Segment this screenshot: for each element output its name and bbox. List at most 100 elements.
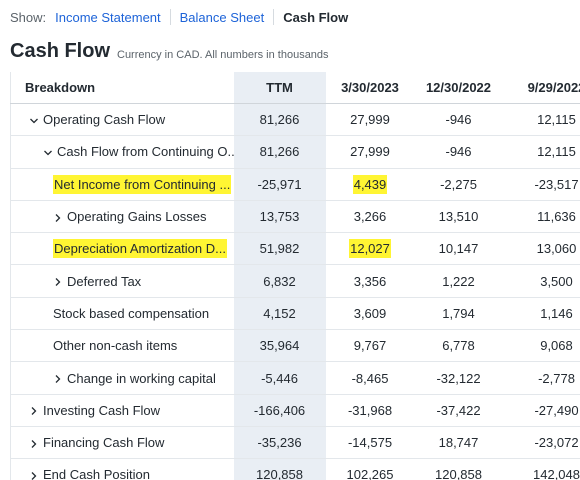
table-row: Investing Cash Flow -166,406 -31,968 -37,42…: [10, 394, 580, 427]
cell-value: 1,794: [442, 305, 475, 321]
row-label: Financing Cash Flow: [43, 435, 165, 451]
cell-value: -23,072: [534, 435, 579, 451]
row-label: Other non-cash items: [53, 338, 178, 354]
value-cell: -25,971: [233, 168, 326, 201]
cell-value: 12,115: [537, 112, 576, 128]
row-label: Operating Gains Losses: [67, 209, 207, 225]
value-cell: -32,122: [414, 361, 503, 395]
cell-value: -166,406: [253, 402, 306, 418]
cell-value: 3,356: [353, 273, 387, 289]
table-row: Other non-cash items 35,964 9,767 6,778 9,06…: [10, 329, 580, 363]
chevron[interactable]: [29, 471, 39, 480]
column-header: 12/30/2022: [414, 72, 503, 104]
row-label-cell: Investing Cash Flow: [10, 394, 234, 427]
chevron[interactable]: [53, 277, 63, 287]
statement-nav: Show: Income Statement Balance Sheet Cas…: [10, 9, 357, 25]
cell-value: 1,222: [442, 273, 475, 289]
cell-value: -32,122: [436, 370, 481, 386]
cell-value: -35,236: [257, 435, 302, 451]
table-row: Financing Cash Flow -35,236 -14,575 18,747 -…: [10, 426, 580, 460]
column-header: TTM: [233, 72, 326, 104]
value-cell: -8,465: [325, 361, 415, 395]
table-row: Cash Flow from Continuing O... 81,266 27,9…: [10, 135, 580, 169]
value-cell: 81,266: [233, 103, 326, 137]
row-label: Change in working capital: [67, 370, 216, 386]
value-cell: 142,048: [502, 458, 580, 480]
table-row: End Cash Position 120,858 102,265 120,858 14…: [10, 458, 580, 480]
separator: [273, 9, 275, 25]
cell-value: 13,510: [438, 209, 479, 225]
value-cell: 18,747: [414, 426, 503, 460]
value-cell: 3,609: [325, 297, 415, 331]
cell-value: -27,490: [534, 402, 579, 418]
row-label: Cash Flow from Continuing O...: [57, 144, 234, 160]
nav-tab-active[interactable]: Cash Flow: [283, 9, 349, 25]
cell-value: 13,060: [536, 241, 577, 257]
cell-value: -23,517: [534, 176, 579, 192]
value-cell: -31,968: [325, 394, 415, 427]
chevron[interactable]: [43, 148, 53, 158]
row-label-cell: Change in working capital: [10, 361, 234, 395]
cell-value: 10,147: [438, 241, 479, 257]
value-cell: 27,999: [325, 103, 415, 137]
chevron[interactable]: [29, 439, 39, 449]
chevron[interactable]: [53, 213, 63, 223]
header-row: Breakdown TTM 3/30/2023 12/30/2022 9/29/2022: [10, 72, 580, 104]
cell-value: 4,152: [263, 305, 296, 321]
value-cell: 51,982: [233, 232, 326, 266]
row-label: Deferred Tax: [67, 273, 142, 289]
chevron[interactable]: [29, 406, 39, 416]
cell-value: 120,858: [435, 467, 482, 480]
cell-value: 81,266: [259, 112, 300, 128]
value-cell: 4,152: [233, 297, 326, 331]
value-cell: 1,146: [502, 297, 580, 331]
chevron[interactable]: [29, 116, 39, 126]
column-header: Breakdown: [10, 72, 234, 104]
cell-value: 9,767: [353, 338, 387, 354]
currency-note: Currency in CAD. All numbers in thousand…: [117, 49, 329, 61]
cell-value: 120,858: [256, 467, 303, 480]
row-label-cell: Net Income from Continuing ...: [10, 168, 234, 201]
value-cell: 120,858: [233, 458, 326, 480]
value-cell: 3,500: [502, 264, 580, 298]
column-header: 3/30/2023: [325, 72, 415, 104]
cell-value: -5,446: [261, 370, 298, 386]
cell-value: -14,575: [347, 435, 393, 451]
cell-value: 1,146: [540, 305, 573, 321]
cell-value: -25,971: [257, 176, 302, 192]
cell-value: 13,753: [259, 209, 300, 225]
cell-value: 6,832: [263, 273, 296, 289]
cell-value: -8,465: [351, 370, 389, 386]
cell-value: 81,266: [259, 144, 300, 160]
value-cell: 11,636: [502, 200, 580, 234]
cell-value: 35,964: [259, 338, 300, 354]
cell-value: 12,115: [537, 144, 576, 160]
chevron[interactable]: [53, 374, 63, 384]
cell-value: 6,778: [442, 338, 475, 354]
cell-value: 18,747: [438, 435, 479, 451]
cell-value: 27,999: [350, 112, 390, 128]
row-label: Depreciation Amortization D...: [53, 239, 227, 259]
value-cell: -37,422: [414, 394, 503, 427]
cell-value: -2,778: [538, 370, 575, 386]
row-label: Operating Cash Flow: [43, 112, 166, 128]
value-cell: 102,265: [325, 458, 415, 480]
row-label-cell: Depreciation Amortization D...: [10, 232, 234, 266]
value-cell: 9,767: [325, 329, 415, 363]
value-cell: -23,517: [502, 168, 580, 201]
value-cell: 4,439: [325, 168, 415, 201]
value-cell: -35,236: [233, 426, 326, 460]
row-label-cell: Cash Flow from Continuing O...: [10, 135, 234, 169]
nav-tab[interactable]: Income Statement: [55, 9, 161, 25]
value-cell: 13,753: [233, 200, 326, 234]
value-cell: 13,060: [502, 232, 580, 266]
value-cell: 3,266: [325, 200, 415, 234]
table-row: Operating Cash Flow 81,266 27,999 -946 12,11…: [10, 103, 580, 137]
separator: [169, 9, 171, 25]
row-label-cell: Stock based compensation: [10, 297, 234, 331]
cell-value: -2,275: [440, 176, 477, 192]
value-cell: -14,575: [325, 426, 415, 460]
nav-tab[interactable]: Balance Sheet: [179, 9, 265, 25]
value-cell: 120,858: [414, 458, 503, 480]
